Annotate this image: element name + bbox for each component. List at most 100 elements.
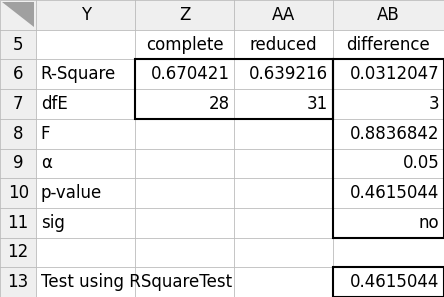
Bar — [234, 208, 333, 238]
Bar — [135, 238, 234, 267]
Bar — [36, 238, 135, 267]
Bar — [135, 119, 234, 148]
Bar — [36, 148, 135, 178]
Bar — [333, 238, 444, 267]
Text: difference: difference — [346, 36, 430, 53]
Bar — [0, 238, 36, 267]
Bar — [135, 267, 234, 297]
Bar — [333, 208, 444, 238]
Bar — [135, 267, 234, 297]
Bar — [333, 208, 444, 238]
Bar — [234, 208, 333, 238]
Bar — [234, 0, 333, 30]
Text: 10: 10 — [8, 184, 29, 202]
Bar — [135, 89, 234, 119]
Text: no: no — [419, 214, 440, 232]
Bar — [135, 89, 234, 119]
Bar — [333, 119, 444, 148]
Text: dfE: dfE — [41, 95, 67, 113]
Text: 0.05: 0.05 — [403, 154, 440, 172]
Bar — [135, 59, 234, 89]
Text: R-Square: R-Square — [41, 65, 116, 83]
Text: 0.639216: 0.639216 — [249, 65, 328, 83]
Bar — [0, 267, 36, 297]
Bar — [36, 178, 135, 208]
Bar — [135, 178, 234, 208]
Bar — [36, 119, 135, 148]
Bar — [36, 238, 135, 267]
Text: p-value: p-value — [41, 184, 102, 202]
Bar — [0, 119, 36, 148]
Bar — [333, 148, 444, 178]
Bar — [234, 0, 333, 30]
Bar — [0, 30, 36, 59]
Bar — [333, 59, 444, 89]
Bar — [234, 178, 333, 208]
Bar — [234, 238, 333, 267]
Bar — [135, 238, 234, 267]
Bar — [333, 30, 444, 59]
Bar — [0, 119, 36, 148]
Bar — [333, 178, 444, 208]
Bar — [234, 59, 333, 89]
Text: 28: 28 — [208, 95, 230, 113]
Bar — [234, 59, 333, 89]
Bar — [36, 0, 135, 30]
Text: reduced: reduced — [250, 36, 317, 53]
Bar — [36, 178, 135, 208]
Bar — [135, 59, 333, 119]
Text: AA: AA — [272, 6, 295, 24]
Bar — [333, 30, 444, 59]
Text: 0.8836842: 0.8836842 — [350, 125, 440, 143]
Bar — [135, 59, 234, 89]
Bar — [36, 148, 135, 178]
Text: 0.4615044: 0.4615044 — [350, 184, 440, 202]
Bar — [0, 59, 36, 89]
Bar — [36, 208, 135, 238]
Bar — [234, 148, 333, 178]
Bar — [0, 59, 36, 89]
Text: 0.0312047: 0.0312047 — [350, 65, 440, 83]
Bar — [234, 119, 333, 148]
Bar — [36, 30, 135, 59]
Bar — [0, 178, 36, 208]
Bar — [0, 208, 36, 238]
Bar — [135, 178, 234, 208]
Bar — [36, 30, 135, 59]
Text: 8: 8 — [13, 125, 24, 143]
Bar — [333, 238, 444, 267]
Text: 0.670421: 0.670421 — [151, 65, 230, 83]
Bar — [333, 89, 444, 119]
Bar — [135, 208, 234, 238]
Bar — [333, 59, 444, 89]
Text: 6: 6 — [13, 65, 24, 83]
Text: 31: 31 — [307, 95, 328, 113]
Text: 3: 3 — [429, 95, 440, 113]
Text: Y: Y — [81, 6, 91, 24]
Bar — [36, 89, 135, 119]
Bar — [36, 59, 135, 89]
Bar — [234, 89, 333, 119]
Text: sig: sig — [41, 214, 65, 232]
Text: 5: 5 — [13, 36, 24, 53]
Bar — [0, 148, 36, 178]
Bar — [234, 238, 333, 267]
Bar — [0, 267, 36, 297]
Bar — [234, 267, 333, 297]
Bar — [0, 30, 36, 59]
Bar — [333, 59, 444, 238]
Bar — [234, 30, 333, 59]
Text: complete: complete — [146, 36, 223, 53]
Bar — [36, 267, 135, 297]
Text: α: α — [41, 154, 52, 172]
Bar — [333, 0, 444, 30]
Bar — [234, 267, 333, 297]
Bar — [0, 238, 36, 267]
Text: Test using RSquareTest: Test using RSquareTest — [41, 273, 232, 291]
Bar — [234, 89, 333, 119]
Bar — [36, 0, 135, 30]
Bar — [333, 178, 444, 208]
Bar — [135, 30, 234, 59]
Bar — [36, 89, 135, 119]
Bar — [36, 59, 135, 89]
